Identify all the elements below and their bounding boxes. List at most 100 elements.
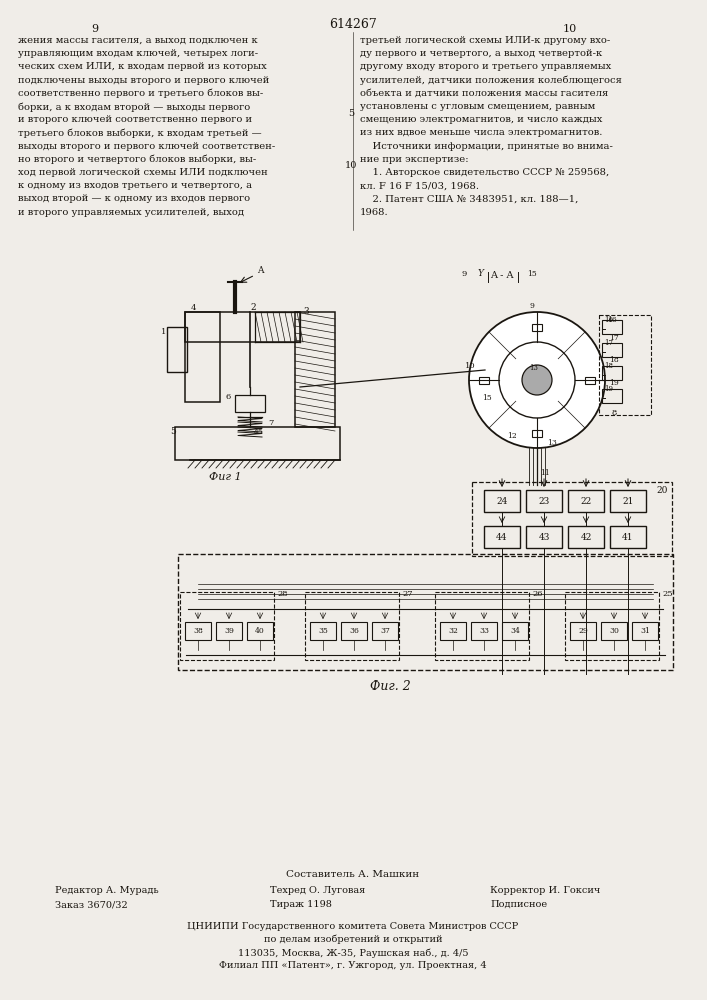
Text: A - A: A - A xyxy=(490,271,513,280)
Text: 31: 31 xyxy=(640,627,650,635)
Text: ход первой логической схемы ИЛИ подключен: ход первой логической схемы ИЛИ подключе… xyxy=(18,168,268,177)
Bar xyxy=(180,592,274,660)
Text: 5: 5 xyxy=(348,109,354,118)
Bar xyxy=(185,312,300,342)
Text: Фиг. 2: Фиг. 2 xyxy=(370,680,410,693)
Bar xyxy=(235,395,265,412)
Text: 28: 28 xyxy=(277,590,288,598)
Bar xyxy=(532,430,542,436)
Bar xyxy=(247,622,273,640)
Text: ние при экспертизе:: ние при экспертизе: xyxy=(360,155,469,164)
Text: 8: 8 xyxy=(612,409,617,417)
Text: 32: 32 xyxy=(448,627,458,635)
Text: по делам изобретений и открытий: по делам изобретений и открытий xyxy=(264,935,443,944)
Bar xyxy=(532,324,542,330)
Text: Тираж 1198: Тираж 1198 xyxy=(270,900,332,909)
Text: борки, а к входам второй — выходы первого: борки, а к входам второй — выходы первог… xyxy=(18,102,250,111)
Text: но второго и четвертого блоков выборки, вы-: но второго и четвертого блоков выборки, … xyxy=(18,155,256,164)
Text: из них вдвое меньше числа электромагнитов.: из них вдвое меньше числа электромагнито… xyxy=(360,128,602,137)
Bar xyxy=(602,343,622,357)
Bar xyxy=(372,622,398,640)
Bar xyxy=(341,622,367,640)
Text: 9: 9 xyxy=(529,302,534,310)
Bar xyxy=(565,592,659,660)
Text: 38: 38 xyxy=(193,627,203,635)
Bar xyxy=(484,490,520,512)
Text: 37: 37 xyxy=(380,627,390,635)
Text: 17: 17 xyxy=(604,339,613,347)
Text: Техред О. Луговая: Техред О. Луговая xyxy=(270,886,366,895)
Text: 18: 18 xyxy=(604,362,613,370)
Bar xyxy=(440,622,466,640)
Text: и второго управляемых усилителей, выход: и второго управляемых усилителей, выход xyxy=(18,208,244,217)
Text: смещению электромагнитов, и число каждых: смещению электромагнитов, и число каждых xyxy=(360,115,602,124)
Bar xyxy=(599,315,651,415)
Text: выход второй — к одному из входов первого: выход второй — к одному из входов первог… xyxy=(18,194,250,203)
Text: 22: 22 xyxy=(580,496,592,506)
Bar xyxy=(185,312,220,402)
Circle shape xyxy=(522,365,552,395)
Text: 42: 42 xyxy=(580,532,592,542)
Bar xyxy=(610,526,646,548)
Text: 7: 7 xyxy=(268,419,274,427)
Text: 10: 10 xyxy=(465,362,476,370)
Text: 4: 4 xyxy=(191,304,197,312)
Text: Фиг 1: Фиг 1 xyxy=(209,472,241,482)
Text: объекта и датчики положения массы гасителя: объекта и датчики положения массы гасите… xyxy=(360,89,608,98)
Text: Редактор А. Мурадь: Редактор А. Мурадь xyxy=(55,886,158,895)
Text: 23: 23 xyxy=(538,496,549,506)
Text: Подписное: Подписное xyxy=(490,900,547,909)
Text: соответственно первого и третьего блоков вы-: соответственно первого и третьего блоков… xyxy=(18,89,263,98)
Text: 13: 13 xyxy=(547,439,557,447)
Bar xyxy=(295,312,335,427)
Text: 15: 15 xyxy=(482,394,492,402)
Bar xyxy=(602,320,622,334)
Bar xyxy=(435,592,529,660)
Text: 27: 27 xyxy=(402,590,413,598)
Text: усилителей, датчики положения колеблющегося: усилителей, датчики положения колеблющег… xyxy=(360,76,622,85)
Bar xyxy=(610,490,646,512)
Text: 1968.: 1968. xyxy=(360,208,389,217)
Text: другому входу второго и третьего управляемых: другому входу второго и третьего управля… xyxy=(360,62,612,71)
Bar xyxy=(178,554,673,670)
Text: Корректор И. Гоксич: Корректор И. Гоксич xyxy=(490,886,600,895)
Text: кл. F 16 F 15/03, 1968.: кл. F 16 F 15/03, 1968. xyxy=(360,181,479,190)
Bar xyxy=(502,622,528,640)
Text: 614267: 614267 xyxy=(329,18,377,31)
Text: 18: 18 xyxy=(609,356,619,364)
Text: 3: 3 xyxy=(303,307,309,316)
Bar xyxy=(472,482,672,556)
Text: третьего блоков выборки, к входам третьей —: третьего блоков выборки, к входам третье… xyxy=(18,128,262,138)
Text: 24: 24 xyxy=(496,496,508,506)
Text: и второго ключей соответственно первого и: и второго ключей соответственно первого … xyxy=(18,115,252,124)
Bar xyxy=(585,376,595,383)
Text: 45: 45 xyxy=(254,428,264,436)
Text: ЦНИИПИ Государственного комитета Совета Министров СССР: ЦНИИПИ Государственного комитета Совета … xyxy=(187,922,519,931)
Text: 19: 19 xyxy=(609,379,619,387)
Text: выходы второго и первого ключей соответствен-: выходы второго и первого ключей соответс… xyxy=(18,142,275,151)
Text: 10: 10 xyxy=(563,24,577,34)
Bar xyxy=(305,592,399,660)
Text: 10: 10 xyxy=(345,161,357,170)
Text: Заказ 3670/32: Заказ 3670/32 xyxy=(55,900,128,909)
Text: 17: 17 xyxy=(609,334,619,342)
Text: 36: 36 xyxy=(349,627,359,635)
Text: подключены выходы второго и первого ключей: подключены выходы второго и первого ключ… xyxy=(18,76,269,85)
Text: 34: 34 xyxy=(510,627,520,635)
Bar xyxy=(185,622,211,640)
Bar xyxy=(175,427,340,460)
Text: 19: 19 xyxy=(604,385,613,393)
Text: 2. Патент США № 3483951, кл. 188—1,: 2. Патент США № 3483951, кл. 188—1, xyxy=(360,194,578,203)
Bar xyxy=(602,389,622,403)
Text: 39: 39 xyxy=(224,627,234,635)
Bar xyxy=(216,622,242,640)
Text: Составитель А. Машкин: Составитель А. Машкин xyxy=(286,870,419,879)
Text: 44: 44 xyxy=(496,532,508,542)
Text: к одному из входов третьего и четвертого, а: к одному из входов третьего и четвертого… xyxy=(18,181,252,190)
Text: 12: 12 xyxy=(507,432,517,440)
Text: 30: 30 xyxy=(609,627,619,635)
Text: 15: 15 xyxy=(527,270,537,278)
Text: 1: 1 xyxy=(161,328,166,336)
Text: 26: 26 xyxy=(532,590,542,598)
Bar xyxy=(632,622,658,640)
